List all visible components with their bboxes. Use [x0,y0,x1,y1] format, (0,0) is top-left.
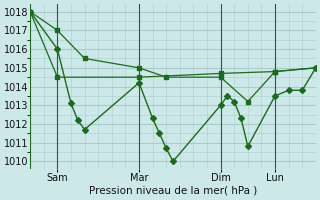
X-axis label: Pression niveau de la mer( hPa ): Pression niveau de la mer( hPa ) [89,186,257,196]
